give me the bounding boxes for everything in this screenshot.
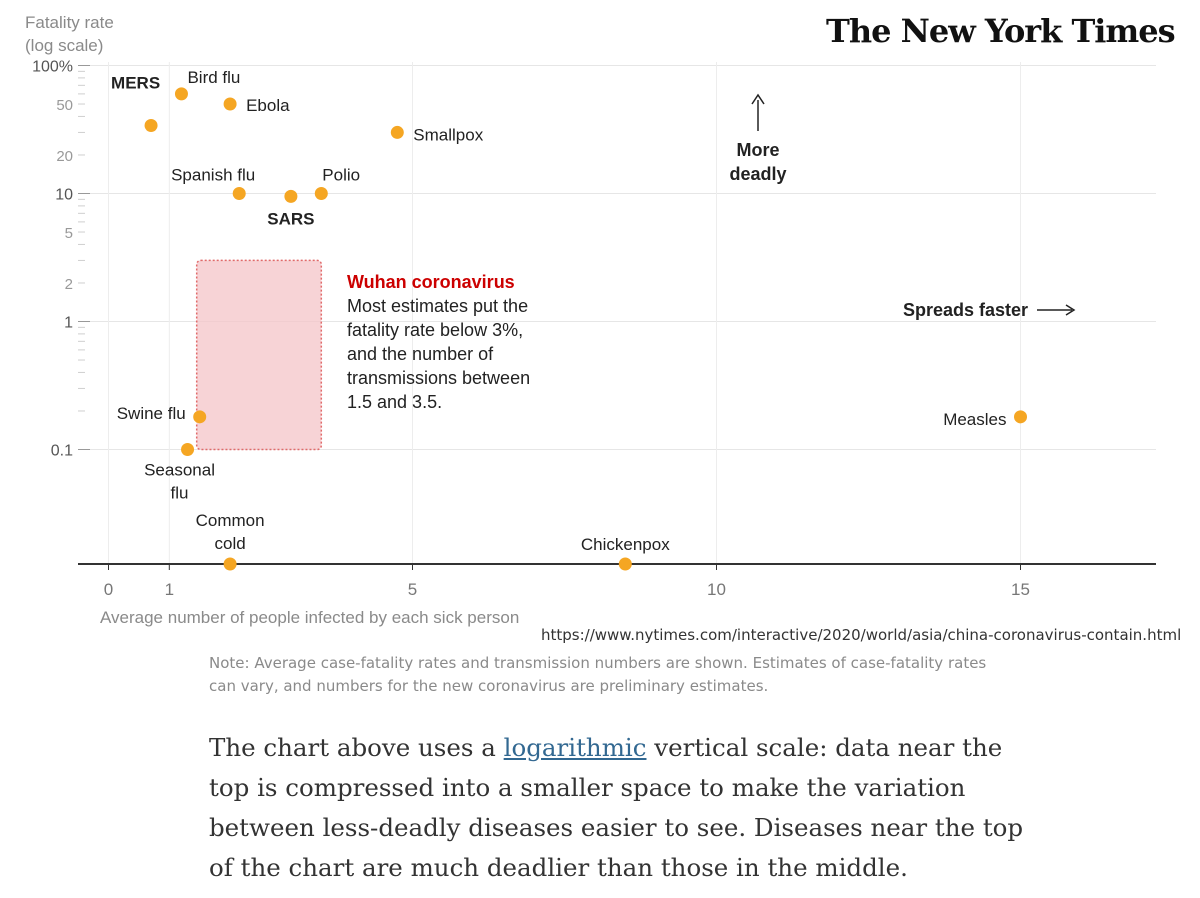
label-mers: MERS [111, 73, 160, 92]
y-tick-label: 20 [56, 148, 73, 165]
article-paragraph: The chart above uses a logarithmic verti… [209, 728, 1029, 888]
coronavirus-description: Most estimates put the [347, 296, 528, 316]
spreads-faster-label: Spreads faster [903, 300, 1028, 320]
label-chickenpox: Chickenpox [581, 535, 670, 554]
label-measles: Measles [943, 410, 1006, 429]
y-axis-label: Fatality rate [25, 13, 114, 32]
label-ebola: Ebola [246, 96, 290, 115]
label-swine-flu: Swine flu [117, 404, 186, 423]
coronavirus-estimate-box [195, 259, 323, 451]
point-chickenpox [618, 557, 632, 571]
point-smallpox [390, 125, 404, 139]
label-seasonal-flu: flu [171, 484, 189, 503]
coronavirus-description: 1.5 and 3.5. [347, 392, 442, 412]
y-tick-label: 0.1 [51, 443, 73, 460]
point-spanish-flu [232, 187, 246, 200]
y-tick-label: 50 [56, 97, 73, 114]
y-tick-label: 2 [65, 276, 73, 293]
x-tick-label: 10 [707, 580, 726, 599]
label-polio: Polio [322, 166, 360, 185]
point-ebola [223, 97, 237, 111]
label-common-cold: Common [196, 511, 265, 530]
label-sars: SARS [267, 209, 314, 228]
point-common-cold [223, 557, 237, 571]
y-tick-label: 100% [32, 59, 73, 76]
y-tick-label: 1 [64, 315, 73, 332]
y-tick-label: 10 [55, 187, 73, 204]
coronavirus-description: fatality rate below 3%, [347, 320, 523, 340]
y-axis-label: (log scale) [25, 36, 103, 55]
point-polio [314, 187, 328, 200]
point-measles [1014, 410, 1027, 424]
label-spanish-flu: Spanish flu [171, 166, 255, 185]
x-axis-label: Average number of people infected by eac… [100, 608, 519, 627]
label-common-cold: cold [215, 534, 246, 553]
paragraph-text-start: The chart above uses a [209, 733, 504, 762]
chart-note: Note: Average case-fatality rates and tr… [209, 654, 987, 695]
logarithmic-link[interactable]: logarithmic [503, 733, 647, 762]
point-sars [284, 189, 298, 203]
more-deadly-label: deadly [729, 164, 786, 184]
point-seasonal-flu [181, 443, 195, 456]
y-tick-label: 5 [65, 225, 73, 242]
coronavirus-title: Wuhan coronavirus [347, 272, 515, 292]
x-tick-label: 0 [104, 580, 113, 599]
more-deadly-arrowhead [751, 93, 765, 105]
coronavirus-description: transmissions between [347, 368, 530, 388]
more-deadly-label: More [736, 140, 779, 160]
label-seasonal-flu: Seasonal [144, 461, 215, 480]
label-smallpox: Smallpox [413, 125, 483, 144]
point-swine-flu [193, 410, 207, 424]
source-url: https://www.nytimes.com/interactive/2020… [541, 626, 1182, 644]
spreads-faster-arrowhead [1065, 304, 1076, 316]
coronavirus-description: and the number of [347, 344, 494, 364]
x-tick-label: 5 [408, 580, 417, 599]
nyt-logo: The New York Times [826, 12, 1176, 50]
paragraph-text-end: vertical scale: data near the top is com… [209, 733, 1024, 882]
point-bird-flu [174, 87, 188, 101]
x-tick-label: 15 [1011, 580, 1030, 599]
x-tick-label: 1 [165, 580, 174, 599]
point-mers [144, 118, 158, 132]
label-bird-flu: Bird flu [187, 68, 240, 87]
